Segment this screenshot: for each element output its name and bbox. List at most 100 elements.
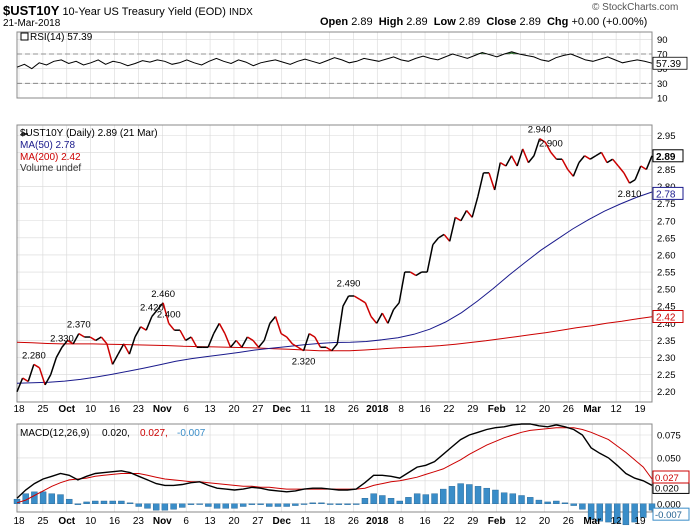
macd-tag: 0.027: [655, 473, 679, 484]
grid-lines: [17, 32, 652, 512]
x-tick-label: 13: [205, 404, 217, 415]
price-segment: [606, 158, 614, 164]
macd-histogram-bar: [640, 503, 647, 518]
open-value: 2.89: [351, 16, 373, 28]
x-tick-label: Dec: [273, 404, 292, 415]
x-tick-label: 16: [109, 404, 121, 415]
rsi-value-tag: 57.39: [656, 59, 681, 70]
price-segment: [117, 343, 125, 355]
y-tick-label: 2.85: [657, 165, 676, 176]
x-tick-label: Nov: [153, 516, 172, 527]
y-tick-label: 2.65: [657, 233, 676, 244]
x-tick-label: 26: [563, 404, 575, 415]
macd-histogram-bar: [605, 503, 612, 523]
price-segment: [471, 196, 479, 218]
price-segment: [207, 333, 215, 348]
y-tick-label: 30: [657, 79, 668, 90]
x-tick-label: 16: [419, 516, 431, 527]
macd-histogram-bar: [318, 502, 325, 504]
x-tick-label: 18: [324, 516, 336, 527]
macd-histogram-bar: [170, 503, 177, 510]
macd-histogram-bar: [466, 484, 473, 504]
price-segment: [640, 165, 647, 171]
price-tag: 2.78: [656, 189, 676, 200]
macd-histogram-bar: [405, 497, 412, 504]
price-segment: [140, 326, 147, 331]
price-segment: [398, 271, 406, 303]
macd-histogram-bar: [57, 494, 64, 504]
macd-histogram-bar: [596, 503, 604, 522]
x-tick-label: 12: [515, 404, 527, 415]
price-segment: [247, 336, 254, 342]
macd-histogram-bar: [448, 486, 456, 504]
price-segment: [448, 217, 457, 242]
macd-histogram-bar: [92, 500, 99, 504]
close-label: Close: [486, 16, 517, 28]
open-label: Open: [320, 16, 349, 28]
macd-histogram-bar: [379, 495, 386, 504]
ma50-legend: MA(50) 2.78: [20, 140, 75, 151]
macd-histogram-bar: [500, 492, 508, 504]
price-segment: [364, 302, 372, 317]
macd-histogram-bar: [283, 503, 290, 507]
macd-histogram-bar: [213, 503, 221, 509]
price-segment: [123, 343, 131, 355]
x-tick-label: 11: [300, 404, 311, 415]
macd-histogram-bar: [648, 503, 656, 511]
macd-histogram-bar: [222, 503, 229, 509]
price-segment: [415, 271, 422, 277]
x-tick-label: 16: [419, 404, 431, 415]
chart-marks: [13, 51, 656, 526]
symbol: $UST10Y: [3, 3, 60, 18]
low-label: Low: [433, 16, 456, 28]
x-tick-label: 20: [539, 404, 551, 415]
x-tick-label: 6: [183, 516, 189, 527]
price-segment: [263, 323, 271, 341]
price-segment: [100, 336, 108, 345]
macd-histogram-bar: [353, 503, 360, 505]
price-segment: [44, 374, 52, 386]
x-tick-label: 18: [324, 404, 336, 415]
price-segment: [67, 339, 74, 345]
macd-histogram-bar: [74, 503, 82, 505]
price-segment: [241, 336, 249, 348]
rsi-line: [16, 51, 653, 70]
y-tick-label: 2.25: [657, 370, 676, 381]
panel-frame-macd: [16, 423, 653, 513]
ma50-line: [16, 191, 653, 384]
macd-histogram-bar: [614, 503, 621, 524]
price-segment: [106, 343, 114, 365]
ma200-line: [16, 316, 653, 352]
price-segment: [269, 316, 277, 324]
macd-histogram-bar: [361, 498, 369, 504]
price-segment: [634, 165, 642, 181]
macd-histogram-bar: [587, 503, 595, 520]
price-segment: [16, 377, 24, 393]
price-annotation: 2.460: [151, 289, 175, 300]
price-segment: [179, 329, 187, 341]
price-segment: [623, 172, 631, 184]
rsi-legend: RSI(14) 57.39: [30, 32, 93, 43]
price-segment: [156, 302, 164, 311]
price-segment: [218, 322, 226, 334]
price-segment: [185, 336, 192, 342]
macd-histogram-bar: [622, 503, 630, 526]
price-tag-box: [652, 149, 684, 163]
macd-histogram-bar: [231, 503, 238, 509]
macd-histogram-bar: [65, 498, 73, 504]
price-segment: [516, 148, 524, 167]
x-tick-label: Mar: [583, 404, 601, 415]
price-segment: [567, 168, 574, 177]
rsi-legend-swatch: [20, 32, 29, 41]
y-tick-label: 10: [657, 94, 668, 105]
x-tick-label: Oct: [58, 404, 75, 415]
y-tick-label: 0.050: [657, 453, 681, 464]
price-segment: [342, 295, 350, 307]
macd-histogram-bar: [161, 503, 169, 511]
price-annotation: 2.400: [157, 309, 181, 320]
price-segment: [229, 339, 237, 348]
macd-histogram-bar: [309, 502, 316, 504]
price-segment: [539, 138, 546, 143]
macd-histogram-bar: [544, 501, 551, 504]
price-segment: [561, 158, 569, 170]
